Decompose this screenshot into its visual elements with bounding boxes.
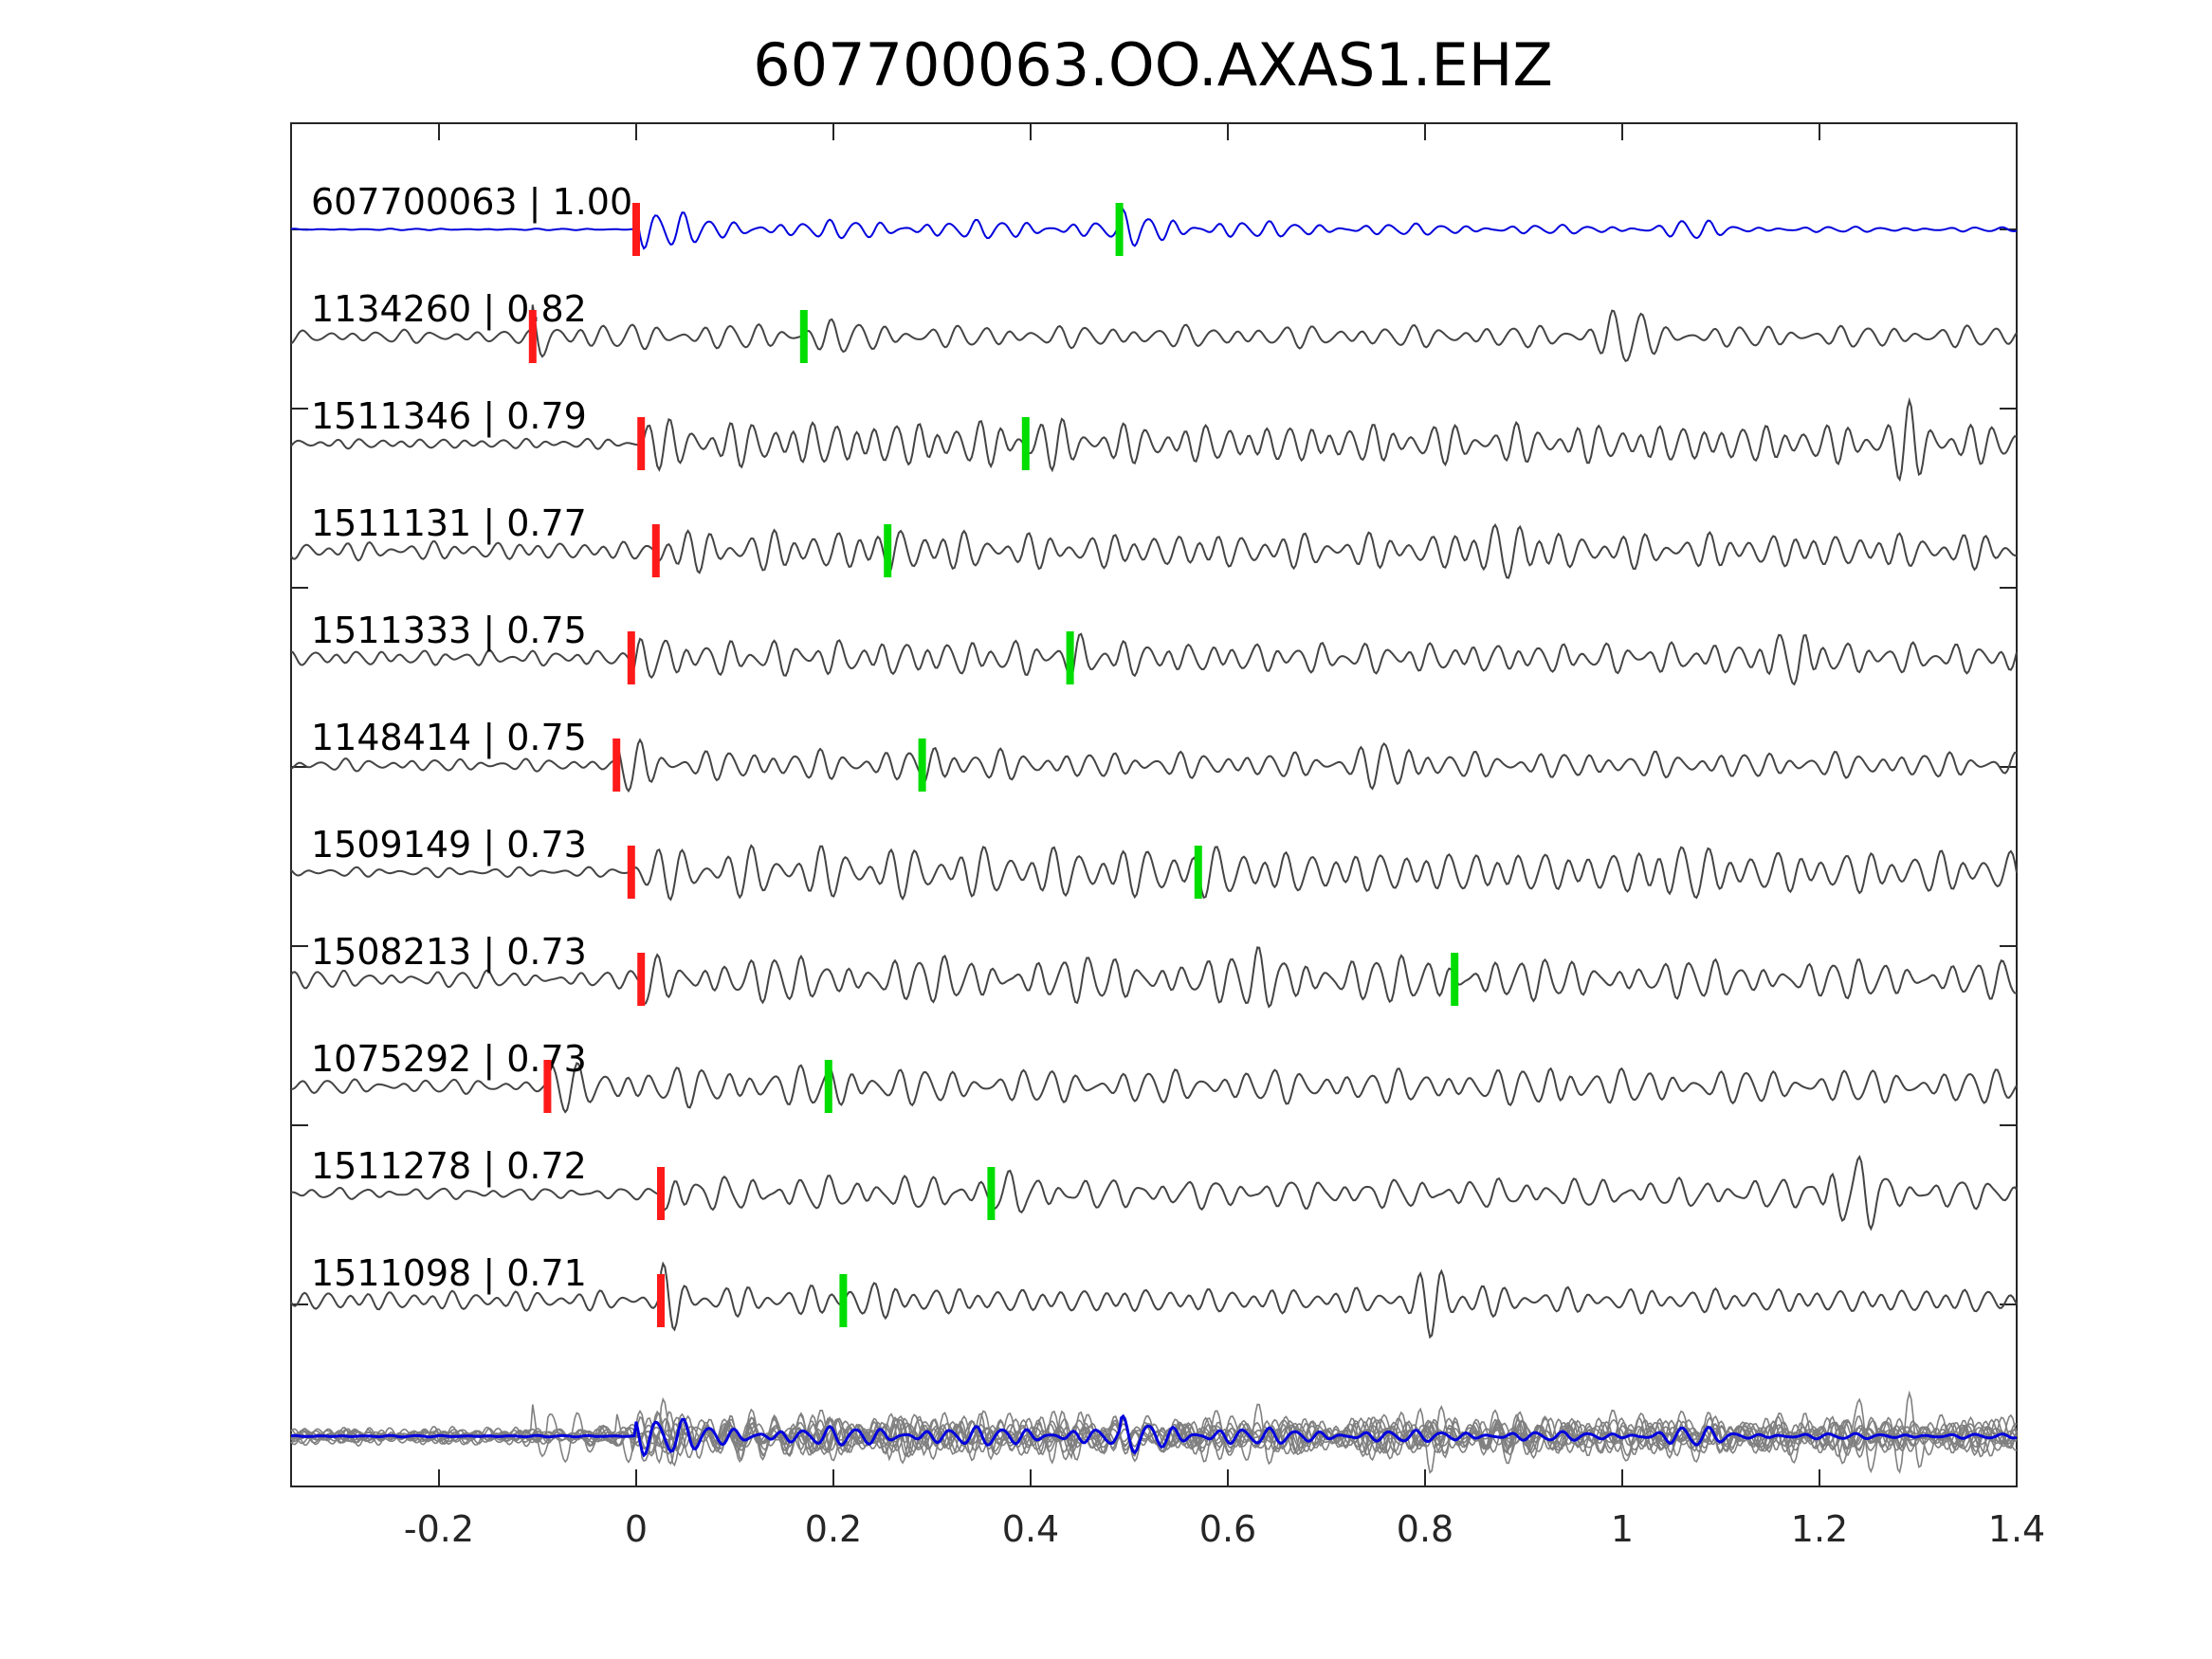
trace-line xyxy=(290,396,2018,483)
trace-label: 1508213 | 0.73 xyxy=(311,931,587,974)
stack-trace xyxy=(290,1396,2018,1474)
trace-1511098: 1511098 | 0.71 xyxy=(290,1252,2018,1340)
trace-label: 1148414 | 0.75 xyxy=(311,717,587,759)
chart-title: 607700063.OO.AXAS1.EHZ xyxy=(753,30,1553,100)
trace-607700063: 607700063 | 1.00 xyxy=(290,181,2018,256)
trace-1511131: 1511131 | 0.77 xyxy=(290,502,2018,579)
trace-label: 1509149 | 0.73 xyxy=(311,824,587,866)
stack-overlay xyxy=(290,1390,2018,1474)
x-axis: -0.2 0 0.2 0.4 0.6 0.8 1 1.2 1.4 xyxy=(404,123,2045,1550)
axes-frame xyxy=(290,122,2018,1487)
x-tick-label: 1.2 xyxy=(1791,1508,1848,1550)
trace-line xyxy=(290,844,2018,902)
trace-1509149: 1509149 | 0.73 xyxy=(290,824,2018,902)
trace-line xyxy=(290,1261,2018,1340)
trace-1508213: 1508213 | 0.73 xyxy=(290,931,2018,1009)
trace-1148414: 1148414 | 0.75 xyxy=(290,717,2018,793)
trace-label: 1511278 | 0.72 xyxy=(311,1145,587,1188)
trace-label: 1134260 | 0.82 xyxy=(311,288,587,331)
trace-line xyxy=(290,522,2018,579)
trace-label: 1075292 | 0.73 xyxy=(311,1038,587,1081)
trace-1511346: 1511346 | 0.79 xyxy=(290,395,2018,483)
x-tick-label: 0 xyxy=(625,1508,648,1550)
plot-area: 607700063 | 1.00 1134260 | 0.82 1511346 | … xyxy=(290,122,2018,1487)
x-tick-label: 0.6 xyxy=(1199,1508,1256,1550)
stack-trace xyxy=(290,1403,2018,1466)
x-tick-label: 0.4 xyxy=(1002,1508,1059,1550)
trace-line xyxy=(290,304,2018,363)
trace-1511278: 1511278 | 0.72 xyxy=(291,1145,2018,1231)
trace-label: 1511333 | 0.75 xyxy=(311,610,587,652)
trace-line xyxy=(290,738,2018,793)
trace-line xyxy=(290,208,2018,250)
x-tick-label: -0.2 xyxy=(404,1508,474,1550)
x-tick-label: 0.2 xyxy=(805,1508,862,1550)
trace-line xyxy=(291,1155,2018,1231)
trace-line xyxy=(290,946,2018,1009)
trace-line xyxy=(290,1062,2018,1114)
trace-1075292: 1075292 | 0.73 xyxy=(290,1038,2018,1114)
trace-label: 1511098 | 0.71 xyxy=(311,1252,587,1295)
x-tick-label: 1 xyxy=(1611,1508,1634,1550)
trace-label: 1511346 | 0.79 xyxy=(311,395,587,438)
trace-1511333: 1511333 | 0.75 xyxy=(290,610,2018,686)
x-tick-label: 1.4 xyxy=(1988,1508,2045,1550)
x-tick-label: 0.8 xyxy=(1397,1508,1453,1550)
trace-line xyxy=(290,632,2018,686)
stack-trace xyxy=(290,1413,2018,1458)
trace-label: 607700063 | 1.00 xyxy=(311,181,632,224)
trace-1134260: 1134260 | 0.82 xyxy=(290,288,2018,363)
trace-label: 1511131 | 0.77 xyxy=(311,502,587,545)
